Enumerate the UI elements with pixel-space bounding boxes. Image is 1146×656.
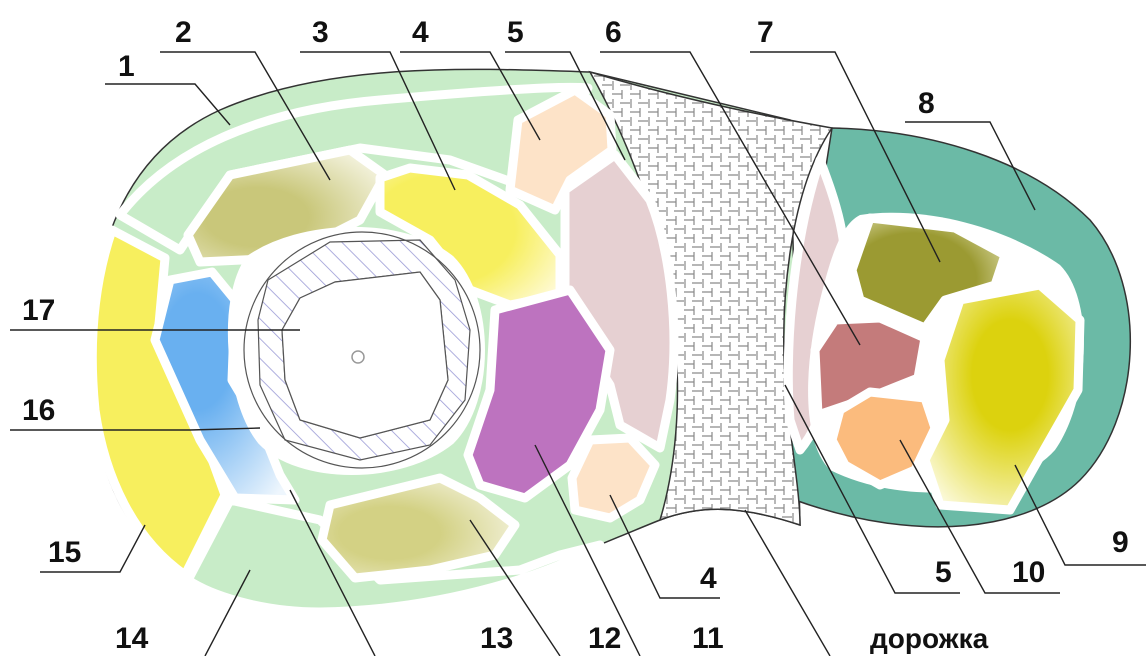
label-16: 16 <box>22 394 55 427</box>
label-15: 15 <box>48 536 81 569</box>
leader-11 <box>534 444 641 656</box>
purple-bed <box>463 285 615 503</box>
olive-dark-bed <box>847 213 1010 333</box>
leader-2 <box>160 51 331 181</box>
label-14: 14 <box>115 622 149 655</box>
peach-bed-bottom <box>567 433 660 523</box>
leader-13 <box>289 489 376 656</box>
label-17: 17 <box>22 294 55 327</box>
leader-4a <box>400 51 541 141</box>
fountain-dot <box>351 350 365 364</box>
label-4-bottom: 4 <box>700 562 717 595</box>
label-5-top: 5 <box>507 16 524 49</box>
label-5-bottom: 5 <box>935 556 952 589</box>
leader-5b <box>784 384 960 594</box>
label-11: 11 <box>692 622 724 655</box>
lawn-top-bed <box>115 82 593 255</box>
pink-bed-left <box>560 150 679 453</box>
leader-10 <box>899 439 1060 594</box>
label-13: 13 <box>480 622 513 655</box>
olive-bed-bottom <box>317 473 520 583</box>
lawn-bottom-bed <box>183 495 605 617</box>
leader-15 <box>40 524 146 573</box>
pond-circle <box>243 231 481 469</box>
leader-16 <box>10 427 261 431</box>
pond-center <box>281 271 449 439</box>
label-10: 10 <box>1012 556 1045 589</box>
label-9: 9 <box>1112 526 1129 559</box>
paving-path <box>588 70 834 527</box>
label-12: 12 <box>588 622 621 655</box>
label-8: 8 <box>918 87 935 120</box>
leader-6 <box>600 51 861 346</box>
leader-4b <box>609 494 720 599</box>
leader-8 <box>905 121 1036 211</box>
label-path: дорожка <box>870 623 989 654</box>
label-1: 1 <box>118 50 135 83</box>
label-4-top: 4 <box>412 16 429 49</box>
rose-bed <box>810 313 930 420</box>
leader-12 <box>469 519 561 656</box>
yellow-border-bed <box>87 225 230 580</box>
label-2: 2 <box>175 16 192 49</box>
leader-1 <box>105 83 231 126</box>
leader-14 <box>204 569 251 656</box>
leader-5a <box>505 51 626 161</box>
label-6: 6 <box>605 16 622 49</box>
lime-bed <box>920 280 1085 515</box>
peach-bed-top <box>505 85 617 215</box>
label-3: 3 <box>312 16 329 49</box>
leader-3 <box>300 51 456 191</box>
leader-path <box>744 509 831 656</box>
leader-7 <box>750 51 941 263</box>
leader-9 <box>1014 464 1146 566</box>
label-7: 7 <box>757 16 774 49</box>
orange-bed <box>827 387 940 490</box>
